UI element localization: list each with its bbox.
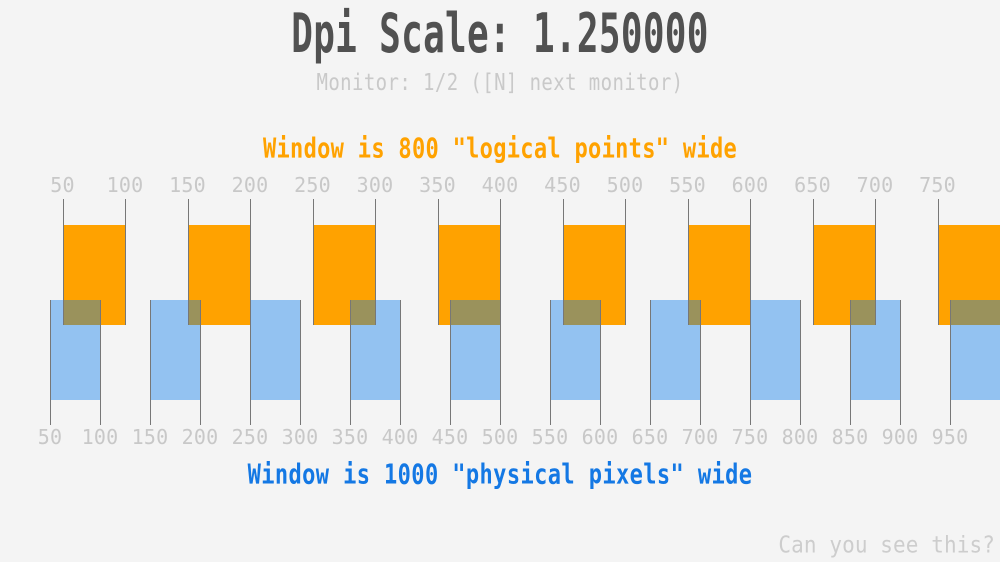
overlap-region <box>62 300 100 325</box>
top-ruler-label: 550 <box>669 173 706 197</box>
top-ruler-tick <box>438 199 439 325</box>
bottom-ruler-tick <box>150 300 151 425</box>
top-ruler-label: 300 <box>356 173 394 197</box>
bottom-ruler-label: 950 <box>931 425 969 449</box>
bottom-ruler-tick <box>750 300 751 425</box>
bottom-ruler-label: 700 <box>681 425 719 449</box>
bottom-ruler-tick <box>300 300 301 425</box>
top-ruler-tick <box>875 199 876 325</box>
bottom-ruler-tick <box>900 300 901 425</box>
top-ruler-label: 400 <box>481 173 519 197</box>
top-ruler-tick <box>813 199 814 325</box>
bottom-ruler-tick <box>200 300 201 425</box>
top-ruler-tick <box>125 199 126 325</box>
bottom-ruler-label: 400 <box>381 425 419 449</box>
top-ruler-label: 700 <box>856 173 894 197</box>
top-ruler-tick <box>250 199 251 325</box>
overlap-region <box>450 300 500 325</box>
bottom-ruler-label: 550 <box>531 425 569 449</box>
logical-points-heading: Window is 800 "logical points" wide <box>0 133 1000 165</box>
top-ruler-tick <box>750 199 751 325</box>
page-title: Dpi Scale: 1.250000 <box>0 3 1000 65</box>
bottom-ruler-label: 750 <box>731 425 769 449</box>
monitor-subtitle: Monitor: 1/2 ([N] next monitor) <box>0 69 1000 97</box>
top-ruler-label: 100 <box>106 173 144 197</box>
bottom-ruler-label: 150 <box>131 425 169 449</box>
top-ruler-tick <box>63 199 64 325</box>
overlap-region <box>562 300 600 325</box>
bottom-ruler-tick <box>950 300 951 425</box>
bottom-ruler-tick <box>550 300 551 425</box>
footer-note-text: Can you see this? <box>778 531 995 559</box>
bottom-ruler-label: 350 <box>331 425 369 449</box>
monitor-subtitle-text: Monitor: 1/2 ([N] next monitor) <box>316 69 684 97</box>
bottom-ruler-tick <box>500 300 501 425</box>
top-ruler-tick <box>500 199 501 325</box>
top-ruler-tick <box>625 199 626 325</box>
bottom-ruler-label: 250 <box>231 425 269 449</box>
bottom-ruler-tick <box>600 300 601 425</box>
top-ruler-tick <box>563 199 564 325</box>
top-ruler-label: 50 <box>50 173 75 197</box>
bottom-ruler-tick <box>800 300 801 425</box>
bottom-ruler-label: 650 <box>631 425 669 449</box>
bottom-ruler-tick <box>400 300 401 425</box>
bottom-ruler-tick <box>850 300 851 425</box>
bottom-ruler-label: 300 <box>281 425 319 449</box>
top-ruler-label: 600 <box>731 173 769 197</box>
bottom-ruler-tick <box>700 300 701 425</box>
overlap-region <box>850 300 875 325</box>
overlap-region <box>350 300 375 325</box>
bottom-ruler-label: 450 <box>431 425 469 449</box>
bottom-ruler-label: 50 <box>37 425 63 449</box>
page-title-text: Dpi Scale: 1.250000 <box>291 3 709 65</box>
top-ruler-label: 450 <box>544 173 581 197</box>
bottom-ruler-tick <box>250 300 251 425</box>
bottom-ruler-label: 600 <box>581 425 619 449</box>
bottom-ruler-tick <box>50 300 51 425</box>
top-ruler-label: 150 <box>169 173 206 197</box>
logical-points-heading-text: Window is 800 "logical points" wide <box>262 133 738 165</box>
top-ruler-tick <box>938 199 939 325</box>
bottom-ruler-label: 500 <box>481 425 519 449</box>
top-ruler-label: 250 <box>294 173 331 197</box>
overlap-region <box>950 300 1000 325</box>
physical-bar <box>750 300 800 400</box>
bottom-ruler-tick <box>450 300 451 425</box>
top-ruler-tick <box>313 199 314 325</box>
bottom-ruler-label: 900 <box>881 425 919 449</box>
bottom-ruler-label: 200 <box>181 425 219 449</box>
physical-pixels-heading: Window is 1000 "physical pixels" wide <box>0 459 1000 491</box>
bottom-ruler-tick <box>650 300 651 425</box>
physical-pixels-heading-text: Window is 1000 "physical pixels" wide <box>247 459 753 491</box>
bottom-ruler-label: 850 <box>831 425 869 449</box>
bottom-ruler-tick <box>350 300 351 425</box>
top-ruler-tick <box>375 199 376 325</box>
overlap-region <box>187 300 200 325</box>
overlap-region <box>687 300 700 325</box>
physical-bar <box>250 300 300 400</box>
footer-note: Can you see this? <box>0 531 1000 559</box>
top-ruler-tick <box>188 199 189 325</box>
bottom-ruler-tick <box>100 300 101 425</box>
top-ruler-label: 350 <box>419 173 456 197</box>
bottom-ruler-label: 100 <box>81 425 119 449</box>
top-ruler-label: 500 <box>606 173 644 197</box>
top-ruler-tick <box>688 199 689 325</box>
top-ruler-label: 650 <box>794 173 831 197</box>
top-ruler-label: 200 <box>231 173 269 197</box>
bottom-ruler-label: 800 <box>781 425 819 449</box>
top-ruler-label: 750 <box>919 173 956 197</box>
